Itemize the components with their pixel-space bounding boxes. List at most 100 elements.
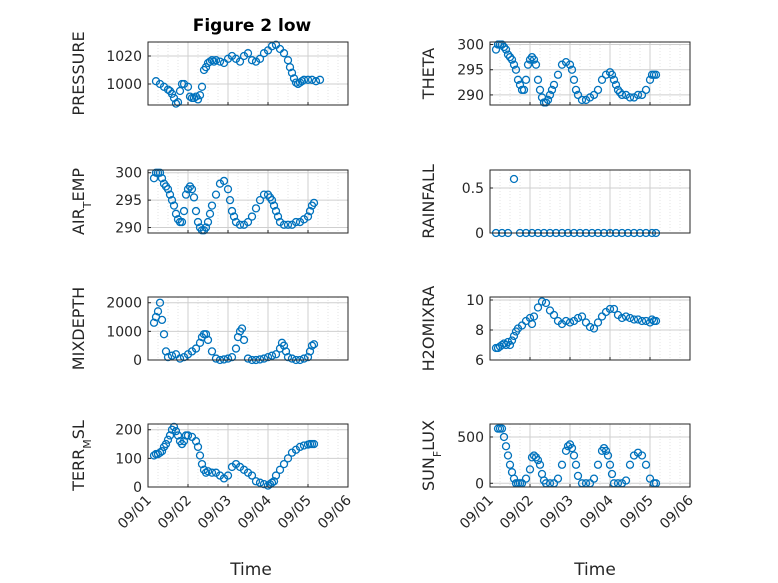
x-tick-label: 09/06 <box>315 492 355 532</box>
data-point <box>505 340 515 350</box>
subplot-2: 290 295 300 THETA <box>419 38 691 107</box>
data-point <box>183 82 193 91</box>
data-point <box>527 319 537 329</box>
plot-area <box>490 170 690 233</box>
data-point <box>157 315 167 325</box>
data-point <box>645 75 655 84</box>
data-point <box>549 310 559 320</box>
data-point <box>229 212 239 221</box>
x-tick-label: 09/06 <box>657 492 697 532</box>
data-point <box>501 45 511 54</box>
data-point <box>529 312 539 321</box>
plot-area <box>148 170 348 233</box>
data-point <box>193 95 203 104</box>
data-point <box>167 351 177 360</box>
axes-box <box>147 41 349 106</box>
data-point <box>215 57 225 66</box>
data-point <box>563 442 573 451</box>
subplot-7: 09/01 09/02 09/03 09/04 09/05 09/06 0 100 200 TER… <box>69 420 355 532</box>
data-point <box>205 57 215 66</box>
data-point <box>223 354 233 363</box>
data-point <box>255 195 265 205</box>
data-point <box>165 431 175 440</box>
subplot-4: 0 0.5 RAINFALL <box>419 164 691 242</box>
data-point <box>201 223 211 232</box>
data-point <box>585 322 595 332</box>
data-point <box>307 75 317 84</box>
data-point <box>227 352 237 362</box>
y-tick-label: 200 <box>115 423 142 439</box>
y-axis-label: TERRMSL <box>69 420 94 492</box>
data-point <box>179 437 189 446</box>
data-point <box>279 220 289 229</box>
data-point <box>645 474 655 483</box>
data-point <box>287 68 297 77</box>
data-point <box>279 341 289 350</box>
data-point <box>223 471 233 480</box>
data-point <box>167 195 177 205</box>
y-tick-label: 290 <box>115 221 142 237</box>
data-point <box>155 298 165 307</box>
data-point <box>259 354 269 363</box>
data-point <box>181 190 191 199</box>
x-tick-label: 09/02 <box>497 493 537 533</box>
data-point <box>271 471 281 480</box>
data-point <box>207 468 217 477</box>
data-point <box>209 57 219 66</box>
data-point <box>169 201 179 210</box>
x-tick-label: 09/05 <box>275 493 315 533</box>
x-tick-label: 09/03 <box>195 493 235 533</box>
data-point <box>283 352 293 362</box>
data-point <box>171 427 181 436</box>
data-point <box>193 442 203 452</box>
data-point <box>637 451 647 460</box>
subplot-3: 290 295 300 AIRTEMP <box>69 166 349 237</box>
data-point <box>597 75 607 84</box>
data-point <box>195 451 205 460</box>
data-point <box>303 352 313 362</box>
data-point <box>521 75 531 84</box>
data-point <box>285 63 295 72</box>
data-point <box>171 209 181 218</box>
data-point <box>607 70 617 79</box>
data-point <box>251 477 261 486</box>
data-point <box>187 185 197 194</box>
data-point <box>269 477 279 486</box>
data-point <box>637 90 647 100</box>
data-point <box>211 56 221 65</box>
data-point <box>565 60 575 69</box>
data-point <box>231 344 241 353</box>
data-point <box>651 70 661 79</box>
data-point <box>169 422 179 432</box>
data-point <box>491 45 501 54</box>
data-point <box>165 190 175 199</box>
x-tick-label: 09/01 <box>115 493 155 533</box>
data-point <box>601 446 611 456</box>
axes-box <box>489 423 691 488</box>
data-point <box>219 176 229 186</box>
data-point <box>307 341 317 350</box>
data-point <box>255 54 265 63</box>
data-point <box>281 347 291 356</box>
data-point <box>197 459 207 469</box>
data-point <box>621 476 631 485</box>
data-point <box>541 98 551 107</box>
data-point <box>303 75 313 84</box>
data-point <box>535 460 545 469</box>
data-point <box>617 313 627 323</box>
y-tick-label: 100 <box>115 451 142 467</box>
data-point <box>247 212 257 221</box>
data-point <box>235 57 245 66</box>
data-point <box>203 217 213 227</box>
data-point <box>633 315 643 324</box>
data-point <box>239 335 249 345</box>
data-point <box>299 441 309 450</box>
data-point <box>503 451 513 460</box>
data-point <box>201 468 211 477</box>
data-point <box>533 303 543 312</box>
data-point <box>621 312 631 321</box>
data-point <box>303 212 313 221</box>
data-point <box>207 201 217 210</box>
data-point <box>573 471 583 481</box>
data-point <box>527 52 537 62</box>
